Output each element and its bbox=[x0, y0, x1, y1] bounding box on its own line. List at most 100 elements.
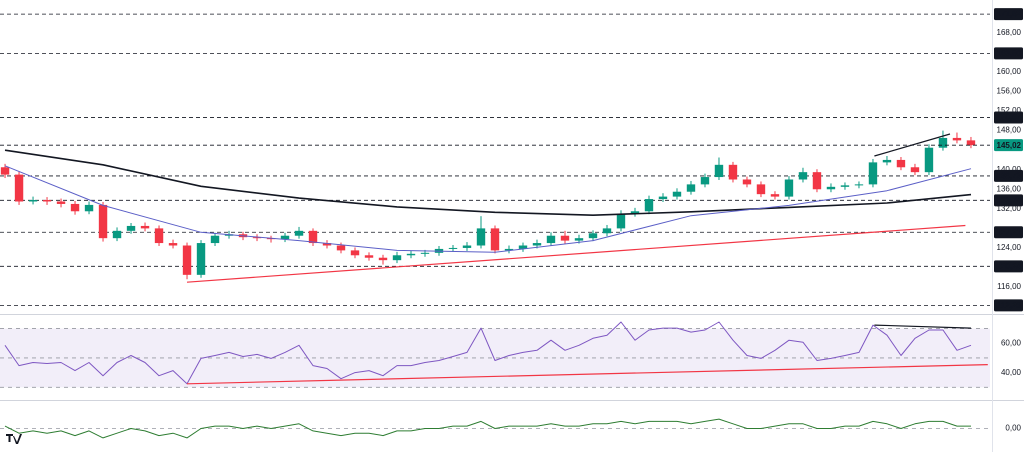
candle-body bbox=[952, 137, 962, 141]
y-tick-label: 116,00 bbox=[997, 282, 1021, 291]
candle-body bbox=[140, 225, 150, 229]
pane: 168,00 160,00 156,00 152,00 148,00 140,00 136,… bbox=[0, 8, 1023, 312]
candle-body bbox=[742, 179, 752, 185]
candle-body bbox=[462, 245, 472, 248]
series-line bbox=[4, 321, 972, 385]
candle-body bbox=[924, 147, 934, 173]
level-box bbox=[994, 194, 1023, 207]
candle-body bbox=[308, 230, 318, 244]
candle-body bbox=[420, 252, 430, 254]
pane: 60,00 40,00 bbox=[0, 321, 1022, 388]
candle-body bbox=[714, 164, 724, 178]
candle-body bbox=[756, 184, 766, 195]
level-label: 171,82 bbox=[997, 10, 1022, 19]
y-tick-label: 152,00 bbox=[997, 106, 1022, 115]
series-line bbox=[186, 364, 988, 385]
candle-body bbox=[910, 167, 920, 173]
candle-body bbox=[882, 159, 892, 163]
candle-body bbox=[28, 200, 38, 202]
candle-body bbox=[602, 228, 612, 234]
candle-body bbox=[854, 184, 864, 186]
candle-body bbox=[210, 235, 220, 244]
candle-body bbox=[294, 230, 304, 236]
candle-body bbox=[504, 248, 514, 251]
y-tick-label: 136,00 bbox=[997, 184, 1022, 193]
candle-body bbox=[182, 245, 192, 275]
level-box bbox=[994, 111, 1023, 124]
candle-body bbox=[770, 194, 780, 197]
candle-body bbox=[896, 159, 906, 168]
candle-body bbox=[364, 255, 374, 258]
candle-body bbox=[392, 255, 402, 261]
level-box bbox=[994, 169, 1023, 182]
candle-body bbox=[658, 196, 668, 200]
candle-body bbox=[546, 235, 556, 244]
candle-body bbox=[98, 204, 108, 239]
candle-body bbox=[448, 247, 458, 249]
candle-body bbox=[378, 257, 388, 261]
candle-body bbox=[798, 172, 808, 180]
y-tick-label: 132,00 bbox=[997, 204, 1022, 213]
candle-body bbox=[406, 253, 416, 256]
y-tick-label: 148,00 bbox=[997, 126, 1022, 135]
level-box bbox=[994, 299, 1023, 312]
candle-body bbox=[588, 233, 598, 239]
candle-body bbox=[532, 243, 542, 246]
y-tick-label: 156,00 bbox=[997, 87, 1022, 96]
candle-body bbox=[672, 191, 682, 197]
y-tick-label: 160,00 bbox=[997, 67, 1022, 76]
candle-body bbox=[644, 199, 654, 212]
level-box bbox=[994, 226, 1023, 239]
level-box bbox=[994, 260, 1023, 273]
candle-body bbox=[784, 179, 794, 197]
candle-body bbox=[112, 230, 122, 239]
candle-body bbox=[518, 245, 528, 249]
candle-body bbox=[196, 243, 206, 275]
y-tick-label: 40,00 bbox=[1001, 368, 1022, 377]
level-label: 150,67 bbox=[997, 113, 1022, 122]
candle-body bbox=[252, 237, 262, 239]
candle-body bbox=[84, 204, 94, 212]
logo-mark bbox=[6, 434, 22, 444]
candle-body bbox=[56, 201, 66, 204]
pane: 0,00 bbox=[0, 418, 1022, 439]
last-price-box bbox=[994, 139, 1023, 152]
candle-body bbox=[126, 225, 136, 231]
level-box bbox=[994, 8, 1023, 21]
candle-body bbox=[728, 164, 738, 180]
level-label: 127,21 bbox=[997, 228, 1022, 237]
level-label: 163,80 bbox=[997, 49, 1022, 58]
last-price-label: 145,02 bbox=[997, 141, 1022, 150]
candle-body bbox=[154, 228, 164, 244]
series-line bbox=[4, 418, 971, 439]
candle-body bbox=[812, 172, 822, 190]
candle-body bbox=[280, 235, 290, 240]
logo bbox=[6, 434, 22, 444]
level-label: 112,26 bbox=[997, 301, 1022, 310]
y-tick-label: 140,00 bbox=[997, 165, 1022, 174]
y-tick-label: 168,00 bbox=[997, 28, 1022, 37]
series-line bbox=[4, 149, 972, 216]
y-tick-label: 0,00 bbox=[1005, 424, 1021, 433]
candle-body bbox=[476, 228, 486, 246]
candle-body bbox=[14, 174, 24, 202]
candle-body bbox=[840, 185, 850, 187]
y-tick-label: 60,00 bbox=[1001, 338, 1022, 347]
series-line bbox=[186, 224, 966, 283]
series-line bbox=[874, 324, 972, 329]
candle-body bbox=[700, 177, 710, 185]
candle-body bbox=[826, 186, 836, 190]
candle-body bbox=[616, 213, 626, 229]
candle-body bbox=[70, 203, 80, 212]
candle-body bbox=[0, 167, 10, 175]
candle-body bbox=[868, 162, 878, 185]
series-line bbox=[4, 165, 972, 253]
y-tick-label: 124,00 bbox=[997, 243, 1022, 252]
candle-body bbox=[336, 245, 346, 251]
candle-body bbox=[168, 243, 178, 246]
level-label: 133,74 bbox=[997, 196, 1022, 205]
candle-body bbox=[966, 140, 976, 146]
